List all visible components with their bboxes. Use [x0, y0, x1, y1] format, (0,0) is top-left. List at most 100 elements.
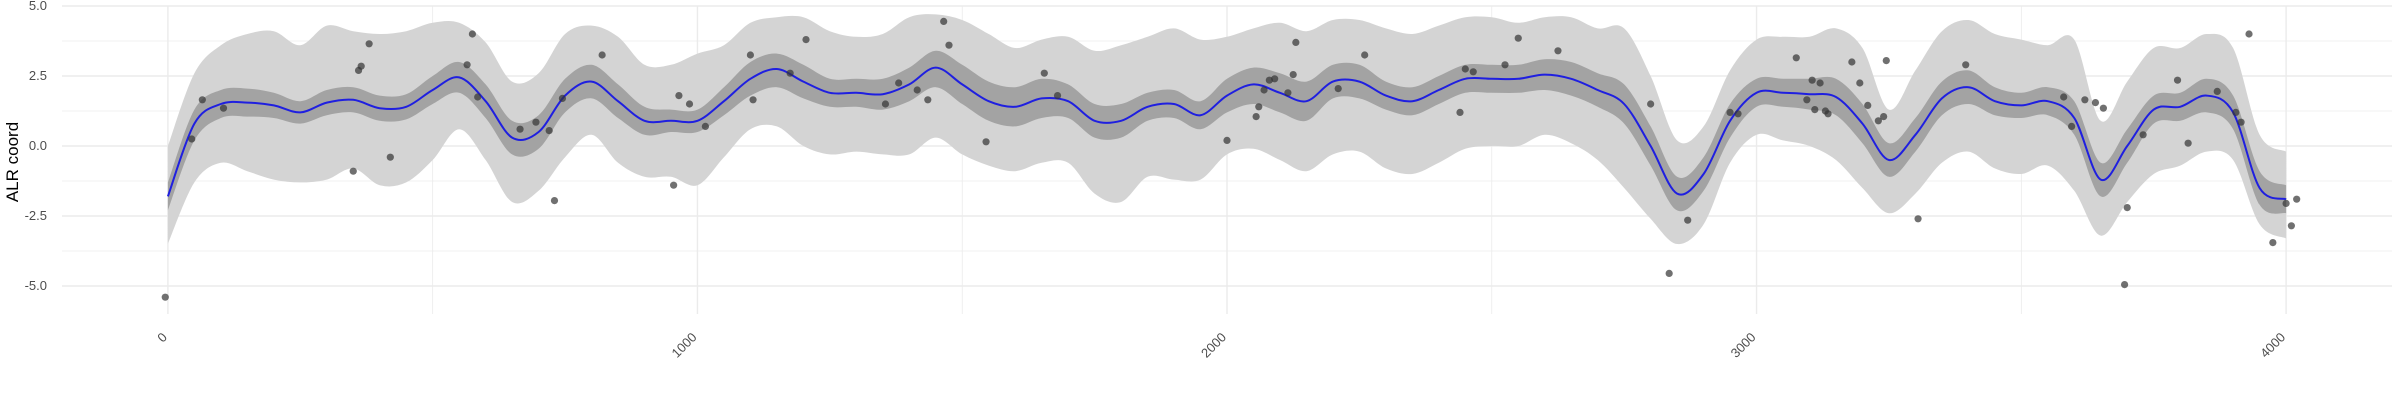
data-point [349, 167, 357, 175]
data-point [1554, 47, 1562, 55]
data-point [2173, 76, 2182, 84]
data-point [1824, 110, 1832, 118]
data-point [670, 181, 678, 189]
x-tick-label: 0 [154, 330, 170, 346]
y-tick-label: 2.5 [29, 68, 47, 83]
data-point [188, 135, 196, 143]
data-point [1456, 108, 1464, 116]
data-point [558, 94, 567, 102]
data-point [532, 118, 540, 126]
data-point [545, 127, 553, 135]
data-point [1334, 85, 1342, 93]
data-point [1361, 51, 1369, 59]
y-tick-label: 5.0 [29, 0, 47, 13]
data-point [945, 41, 953, 49]
data-point [1726, 108, 1734, 116]
data-point [1289, 71, 1297, 79]
data-point [1792, 54, 1800, 62]
data-point [2184, 139, 2192, 147]
data-point [2068, 122, 2076, 130]
data-point [786, 69, 794, 77]
data-point [463, 61, 471, 69]
x-tick-label: 3000 [1728, 330, 1759, 361]
data-point [357, 62, 365, 70]
x-tick-labels: 0 1000 2000 3000 4000 [154, 330, 2288, 361]
data-point [2282, 199, 2290, 207]
data-point [1514, 34, 1522, 42]
data-point [675, 92, 683, 100]
data-point [1864, 101, 1872, 109]
data-point [913, 86, 921, 94]
data-point [386, 153, 394, 161]
data-point [1848, 58, 1856, 66]
data-point [895, 79, 903, 87]
data-point [2245, 30, 2253, 38]
data-point [2232, 108, 2240, 116]
trend-line [166, 66, 2287, 201]
data-point [1260, 86, 1268, 94]
data-point [1271, 75, 1279, 83]
y-axis-title: ALR coord [3, 122, 22, 202]
data-point [365, 40, 373, 48]
data-point [749, 96, 757, 104]
data-point [550, 197, 559, 205]
data-point [1284, 89, 1292, 97]
data-point [2123, 204, 2131, 212]
data-point [2120, 281, 2129, 289]
data-point [2269, 239, 2277, 247]
data-point [1053, 92, 1062, 100]
data-point [1501, 61, 1509, 69]
data-point [1255, 103, 1263, 111]
data-point [1914, 215, 1922, 223]
data-point [468, 30, 476, 38]
data-point [1880, 113, 1888, 121]
data-point [1292, 38, 1300, 47]
y-tick-label: -2.5 [25, 208, 47, 223]
data-point [474, 93, 482, 101]
data-point [2139, 131, 2147, 139]
data-point [1252, 113, 1260, 121]
y-tick-label: -5.0 [25, 278, 47, 293]
data-point [1461, 65, 1469, 73]
data-point [1734, 110, 1742, 118]
data-point [161, 293, 169, 301]
data-point [685, 100, 694, 108]
outer-confidence-band [167, 14, 2287, 245]
data-point [2293, 195, 2301, 203]
data-point [219, 104, 228, 112]
data-point [1808, 76, 1816, 84]
data-point [701, 122, 709, 130]
data-point [1469, 68, 1477, 76]
data-point [598, 51, 606, 59]
data-point [1816, 79, 1824, 87]
data-point [1811, 106, 1819, 114]
data-point [1803, 96, 1811, 104]
data-point [1223, 136, 1231, 144]
data-point [1856, 79, 1864, 87]
data-point [2213, 87, 2221, 95]
y-tick-label: 0.0 [29, 138, 47, 153]
data-point [2060, 93, 2068, 101]
inner-confidence-band [167, 50, 2287, 214]
y-tick-labels: -5.0 -2.5 0.0 2.5 5.0 [25, 0, 47, 293]
data-point [881, 100, 890, 108]
data-points [161, 17, 2301, 301]
data-point [2237, 118, 2245, 126]
data-point [982, 138, 990, 146]
data-point [802, 36, 810, 44]
data-point [924, 96, 932, 104]
data-point [198, 96, 206, 104]
data-point [1040, 69, 1048, 77]
data-point [1647, 100, 1655, 108]
x-tick-label: 2000 [1198, 330, 1229, 361]
data-point [1874, 117, 1882, 125]
data-point [1882, 57, 1890, 65]
data-point [2287, 222, 2295, 230]
data-point [2099, 104, 2107, 112]
data-point [940, 17, 948, 25]
data-point [1665, 269, 1673, 277]
x-tick-label: 1000 [669, 330, 700, 361]
data-point [1962, 61, 1970, 69]
data-point [746, 51, 755, 59]
